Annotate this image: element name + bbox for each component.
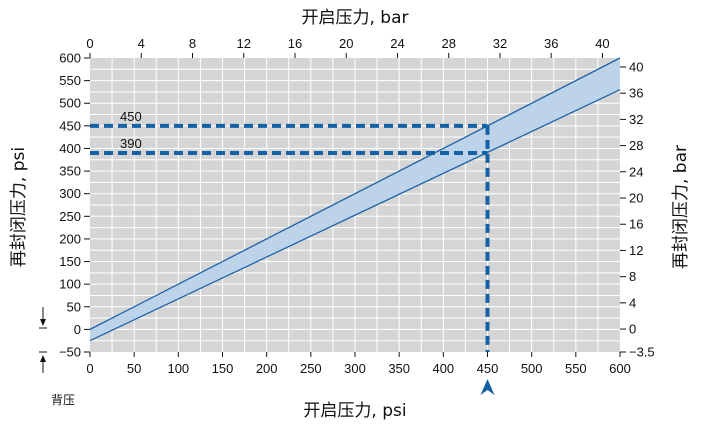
left-tick-label: 200 <box>59 231 81 246</box>
bottom-tick-label: 400 <box>432 361 454 376</box>
right-tick-label: 28 <box>629 138 643 153</box>
band-upper-line <box>89 57 621 330</box>
top-tick-label: 36 <box>544 36 558 51</box>
right-axis-title: 再封闭压力, bar <box>671 145 691 269</box>
bottom-tick-label: 600 <box>609 361 631 376</box>
annotation-layer: 450 390 <box>90 109 495 395</box>
right-tick-label: 12 <box>629 243 643 258</box>
top-tick-label: 20 <box>339 36 353 51</box>
top-tick-label: 28 <box>441 36 455 51</box>
right-tick-label: 24 <box>629 164 643 179</box>
left-tick-label: −50 <box>59 345 81 360</box>
left-tick-label: 550 <box>59 73 81 88</box>
right-tick-label: 36 <box>629 86 643 101</box>
annotation-label-390: 390 <box>120 136 142 151</box>
left-tick-label: 400 <box>59 141 81 156</box>
left-tick-label: 150 <box>59 254 81 269</box>
left-axis-title: 再封闭压力, psi <box>9 147 29 267</box>
bottom-tick-label: 100 <box>167 361 189 376</box>
left-tick-label: 100 <box>59 277 81 292</box>
bottom-tick-label: 550 <box>565 361 587 376</box>
backpressure-arrow-up-icon <box>40 355 46 362</box>
left-tick-label: 450 <box>59 118 81 133</box>
backpressure-indicator: 背压 <box>39 307 75 407</box>
backpressure-label: 背压 <box>51 393 75 407</box>
bottom-tick-label: 200 <box>256 361 278 376</box>
bottom-tick-label: 150 <box>212 361 234 376</box>
top-tick-label: 4 <box>138 36 145 51</box>
band-lower-line <box>89 89 621 342</box>
top-tick-label: 8 <box>189 36 196 51</box>
top-axis-title: 开启压力, bar <box>301 8 408 28</box>
guide-arrow-icon <box>480 379 495 395</box>
bottom-tick-label: 450 <box>477 361 499 376</box>
right-tick-label: 32 <box>629 112 643 127</box>
left-tick-label: 0 <box>74 322 81 337</box>
right-tick-label: 40 <box>629 59 643 74</box>
right-tick-label: 0 <box>629 322 636 337</box>
left-tick-label: 500 <box>59 96 81 111</box>
top-tick-label: 40 <box>595 36 609 51</box>
left-tick-label: 50 <box>67 299 81 314</box>
right-tick-label: 4 <box>629 295 636 310</box>
bottom-tick-label: 350 <box>388 361 410 376</box>
top-tick-label: 24 <box>390 36 404 51</box>
annotation-label-450: 450 <box>120 109 142 124</box>
left-tick-label: 350 <box>59 164 81 179</box>
bottom-tick-label: 50 <box>127 361 141 376</box>
left-tick-label: 300 <box>59 186 81 201</box>
left-tick-label: 600 <box>59 51 81 66</box>
right-tick-label: 8 <box>629 269 636 284</box>
top-tick-label: 16 <box>288 36 302 51</box>
bottom-tick-label: 0 <box>86 361 93 376</box>
bottom-axis-title: 开启压力, psi <box>303 401 406 421</box>
bottom-tick-label: 300 <box>344 361 366 376</box>
bottom-tick-label: 500 <box>521 361 543 376</box>
top-tick-label: 32 <box>493 36 507 51</box>
backpressure-arrow-down-icon <box>40 319 46 326</box>
left-tick-label: 250 <box>59 209 81 224</box>
right-tick-label: 16 <box>629 217 643 232</box>
bottom-tick-label: 250 <box>300 361 322 376</box>
top-tick-label: 0 <box>86 36 93 51</box>
right-tick-label: −3.5 <box>629 345 655 360</box>
top-tick-label: 12 <box>237 36 251 51</box>
right-tick-label: 20 <box>629 191 643 206</box>
